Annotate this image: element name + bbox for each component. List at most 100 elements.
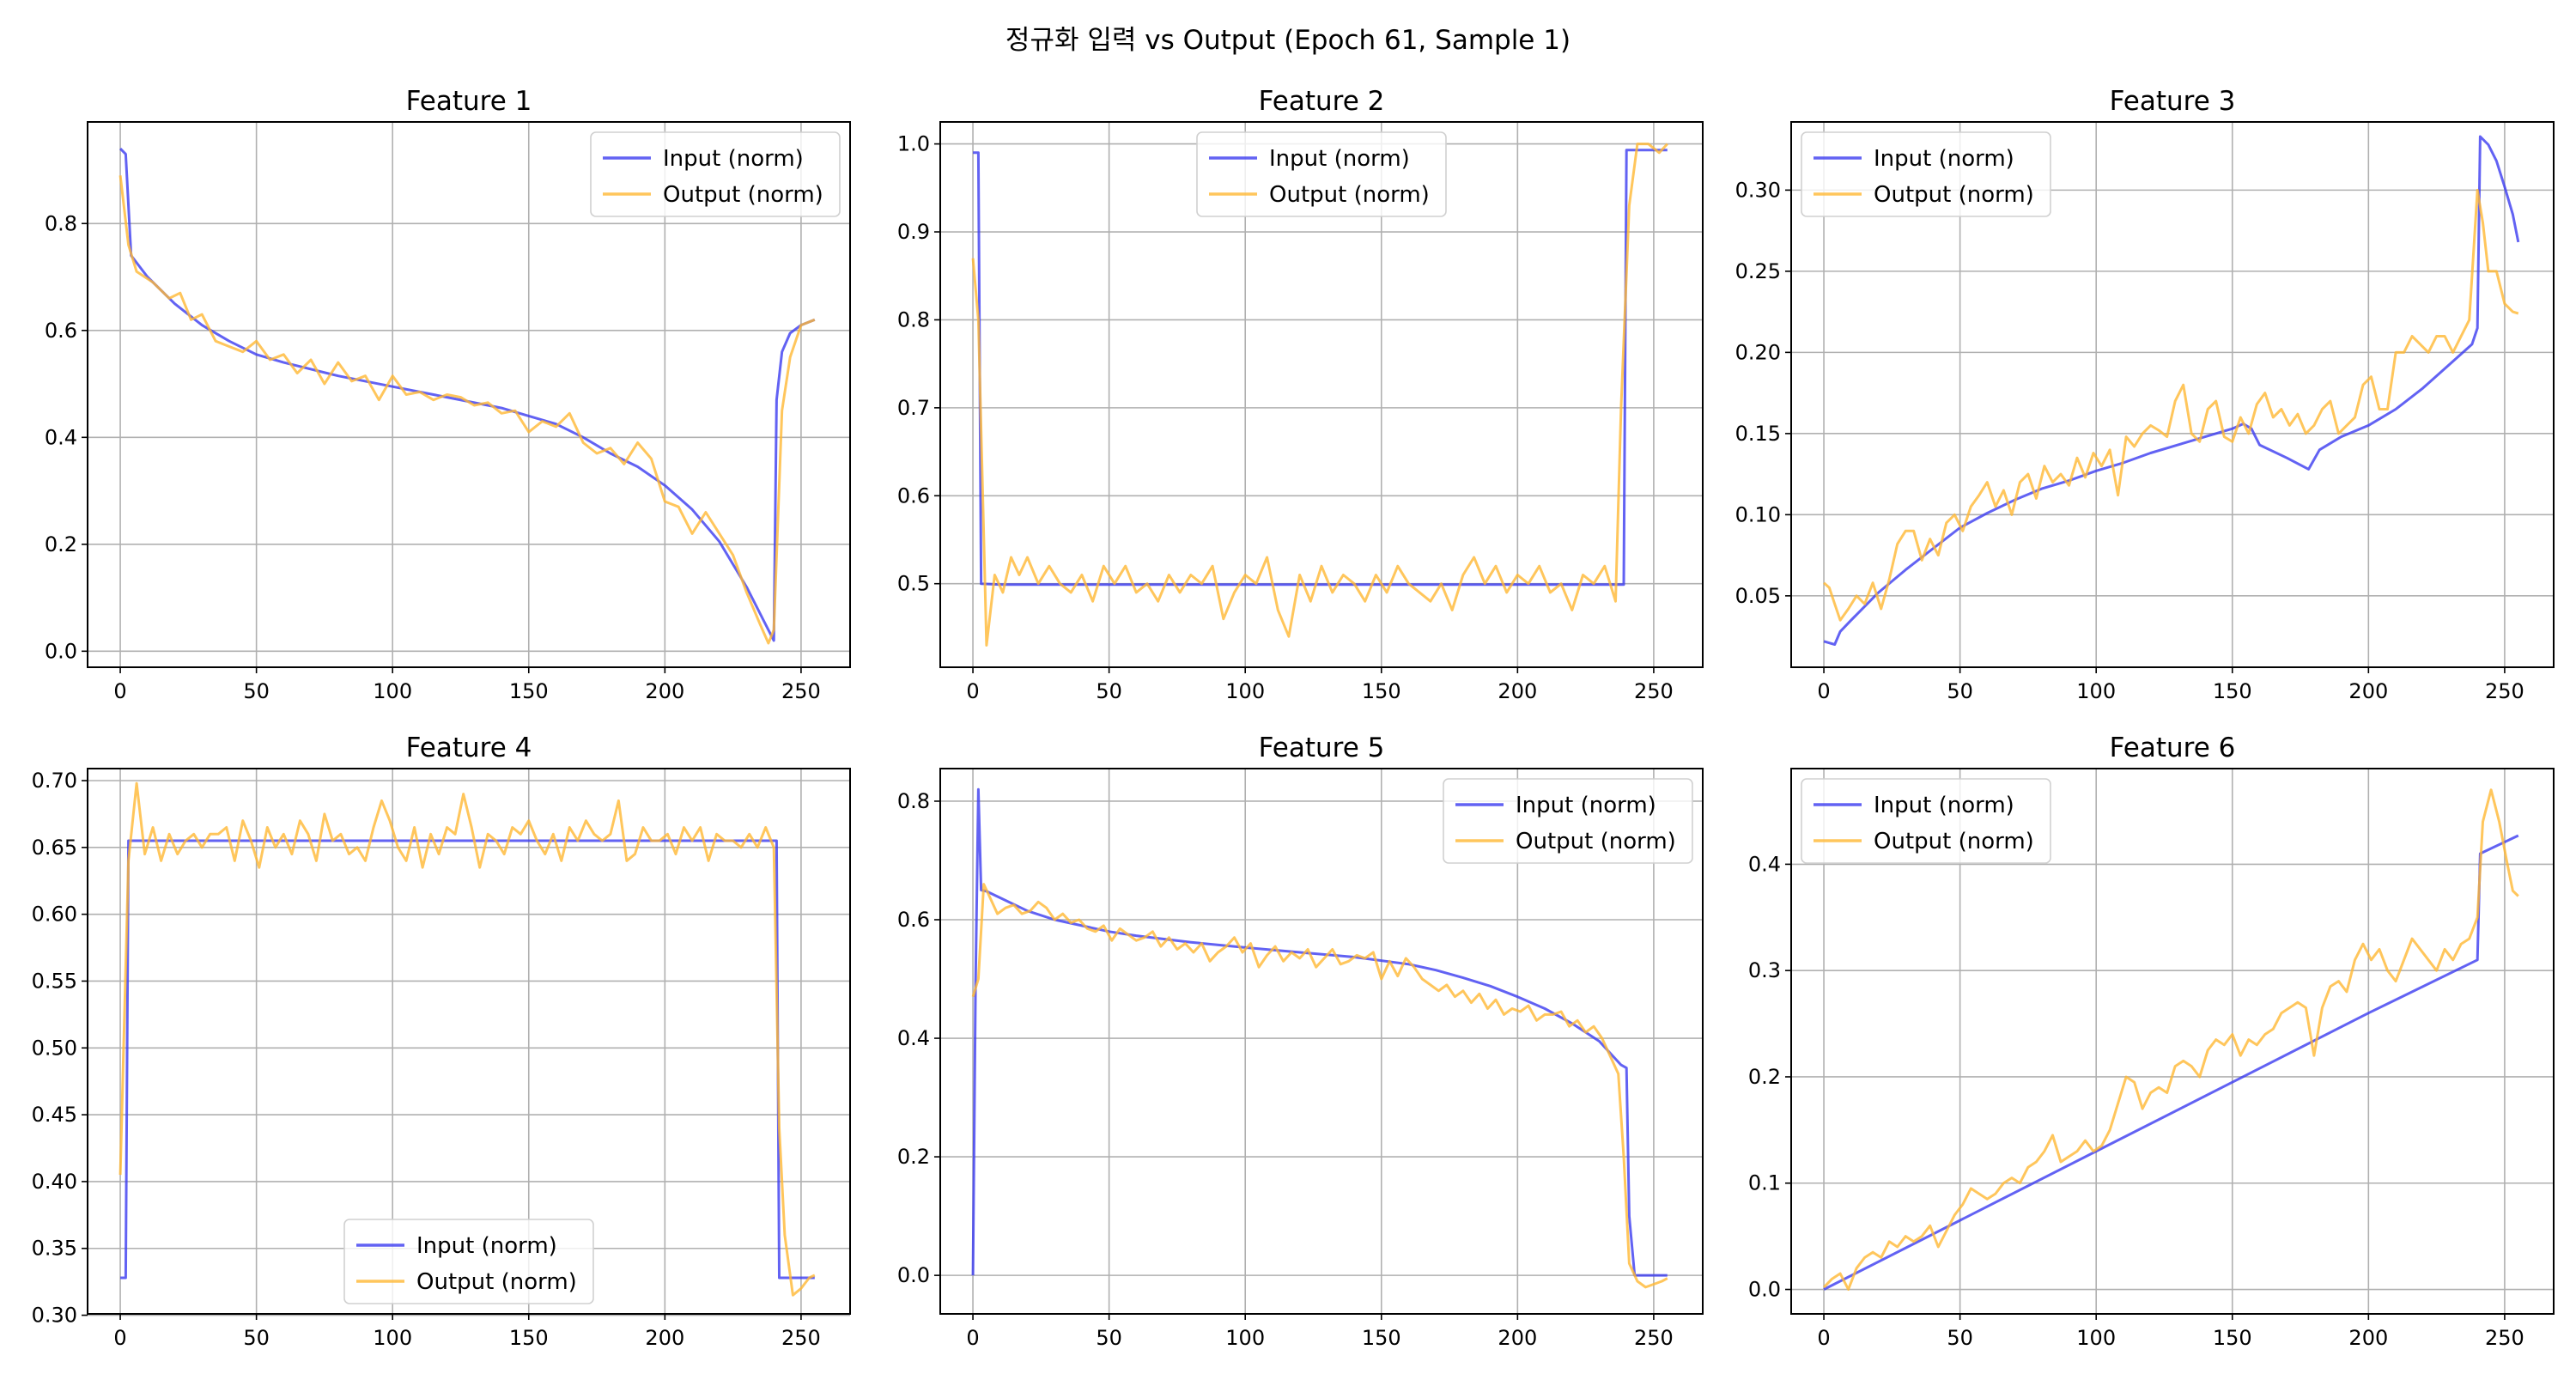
legend-box [1443, 778, 1693, 864]
output-series-line [971, 883, 1668, 1289]
y-tick-label: 0.55 [32, 969, 77, 993]
y-tick-label: 0.60 [32, 903, 77, 927]
y-tick-label: 0.9 [897, 220, 930, 244]
legend: Input (norm) Output (norm) [343, 1219, 594, 1304]
y-tick-label: 1.0 [897, 132, 930, 156]
legend-label: Input (norm) [416, 1233, 557, 1259]
y-tick-label: 0.2 [897, 1145, 930, 1169]
y-tick-label: 0.1 [1748, 1171, 1781, 1195]
plot-frame [1790, 121, 2555, 668]
legend-box [1801, 131, 2051, 217]
y-tick-label: 0.70 [32, 769, 77, 793]
x-tick-label: 200 [645, 1326, 684, 1350]
subplot-feature-3: 0 50 100 150 200 250 0.05 0.10 0.15 0.20 0.25 0.30 F… [1735, 86, 2555, 703]
x-tick-label: 250 [2485, 679, 2524, 703]
y-tick-label: 0.2 [1748, 1065, 1781, 1089]
y-tick-label: 0.8 [897, 789, 930, 813]
y-tick-label: 0.6 [897, 908, 930, 932]
input-series-line [971, 787, 1668, 1277]
plot-frame [939, 768, 1704, 1315]
y-tick-label: 0.15 [1735, 422, 1781, 446]
x-tick-label: 0 [113, 1326, 126, 1350]
y-tick-label: 0.5 [897, 572, 930, 596]
legend-label: Input (norm) [1516, 793, 1656, 818]
y-tick-label: 0.30 [1735, 178, 1781, 202]
subplot-feature-6: 0 50 100 150 200 250 0.0 0.1 0.2 0.3 0.4 Feature 6 I… [1748, 733, 2555, 1350]
subplot-title: Feature 1 [406, 86, 532, 117]
y-tick-label: 0.35 [32, 1237, 77, 1261]
y-tick-label: 0.8 [897, 307, 930, 331]
legend: Input (norm) Output (norm) [1196, 131, 1447, 217]
subplot-title: Feature 3 [2110, 86, 2236, 117]
plot-frame [87, 121, 851, 668]
x-tick-label: 150 [1362, 679, 1401, 703]
y-tick-label: 0.40 [32, 1170, 77, 1194]
legend-label: Output (norm) [416, 1269, 577, 1295]
output-series-line [118, 175, 816, 645]
subplot-title: Feature 5 [1259, 733, 1385, 763]
x-tick-label: 150 [509, 1326, 549, 1350]
x-tick-label: 150 [509, 679, 549, 703]
x-tick-label: 200 [645, 679, 684, 703]
x-tick-label: 250 [781, 679, 821, 703]
x-tick-label: 0 [1817, 679, 1830, 703]
x-tick-label: 100 [373, 679, 412, 703]
legend: Input (norm) Output (norm) [1801, 131, 2051, 217]
y-tick-label: 0.10 [1735, 502, 1781, 526]
y-tick-label: 0.05 [1735, 584, 1781, 608]
x-tick-label: 50 [243, 1326, 270, 1350]
output-series-line [1823, 188, 2519, 622]
legend-label: Output (norm) [1269, 182, 1430, 208]
x-tick-label: 50 [1096, 679, 1122, 703]
subplot-feature-1: 0 50 100 150 200 250 0.0 0.2 0.4 0.6 0.8 Feature 1 I… [45, 86, 851, 703]
y-tick-label: 0.30 [32, 1304, 77, 1328]
x-tick-label: 100 [1225, 679, 1265, 703]
x-tick-label: 0 [113, 679, 126, 703]
x-tick-label: 100 [373, 1326, 412, 1350]
x-tick-label: 250 [1634, 679, 1674, 703]
y-tick-label: 0.25 [1735, 259, 1781, 283]
y-tick-label: 0.0 [897, 1263, 930, 1287]
input-series-line [119, 148, 816, 642]
x-tick-label: 200 [2348, 679, 2388, 703]
x-tick-label: 50 [1947, 1326, 1973, 1350]
x-tick-label: 50 [1947, 679, 1973, 703]
y-tick-label: 0.6 [897, 483, 930, 508]
x-tick-label: 200 [2348, 1326, 2388, 1350]
y-tick-label: 0.20 [1735, 340, 1781, 364]
output-series-line [971, 143, 1668, 647]
legend-box [590, 131, 841, 217]
x-tick-label: 150 [2213, 679, 2252, 703]
y-tick-label: 0.4 [897, 1026, 930, 1050]
subplot-feature-4: 0 50 100 150 200 250 0.30 0.35 0.40 0.45 0.50 0.55 0… [32, 733, 851, 1350]
legend: Input (norm) Output (norm) [1801, 778, 2051, 864]
x-tick-label: 200 [1498, 679, 1537, 703]
y-tick-label: 0.45 [32, 1103, 77, 1127]
legend-label: Output (norm) [1516, 829, 1676, 854]
x-tick-label: 0 [1817, 1326, 1830, 1350]
plot-frame [87, 768, 851, 1315]
y-tick-label: 0.8 [45, 211, 77, 235]
subplot-feature-2: 0 50 100 150 200 250 0.5 0.6 0.7 0.8 0.9 1.0 Feature… [897, 86, 1704, 703]
plot-frame [939, 121, 1704, 668]
x-tick-label: 100 [1225, 1326, 1265, 1350]
x-tick-label: 50 [1096, 1326, 1122, 1350]
input-series-line [1823, 834, 2519, 1291]
x-tick-label: 150 [1362, 1326, 1401, 1350]
x-tick-label: 50 [243, 679, 270, 703]
legend-label: Input (norm) [1874, 146, 2014, 172]
output-series-line [118, 781, 816, 1297]
y-tick-label: 0.0 [1748, 1278, 1781, 1302]
x-tick-label: 0 [966, 1326, 979, 1350]
y-tick-label: 0.4 [45, 425, 77, 449]
legend-box [1801, 778, 2051, 864]
legend-label: Output (norm) [663, 182, 823, 208]
legend-label: Input (norm) [1269, 146, 1410, 172]
legend-label: Input (norm) [1874, 793, 2014, 818]
x-tick-label: 150 [2213, 1326, 2252, 1350]
y-tick-label: 0.50 [32, 1036, 77, 1060]
plot-frame [1790, 768, 2555, 1315]
subplot-title: Feature 2 [1259, 86, 1385, 117]
y-tick-label: 0.3 [1748, 958, 1781, 982]
